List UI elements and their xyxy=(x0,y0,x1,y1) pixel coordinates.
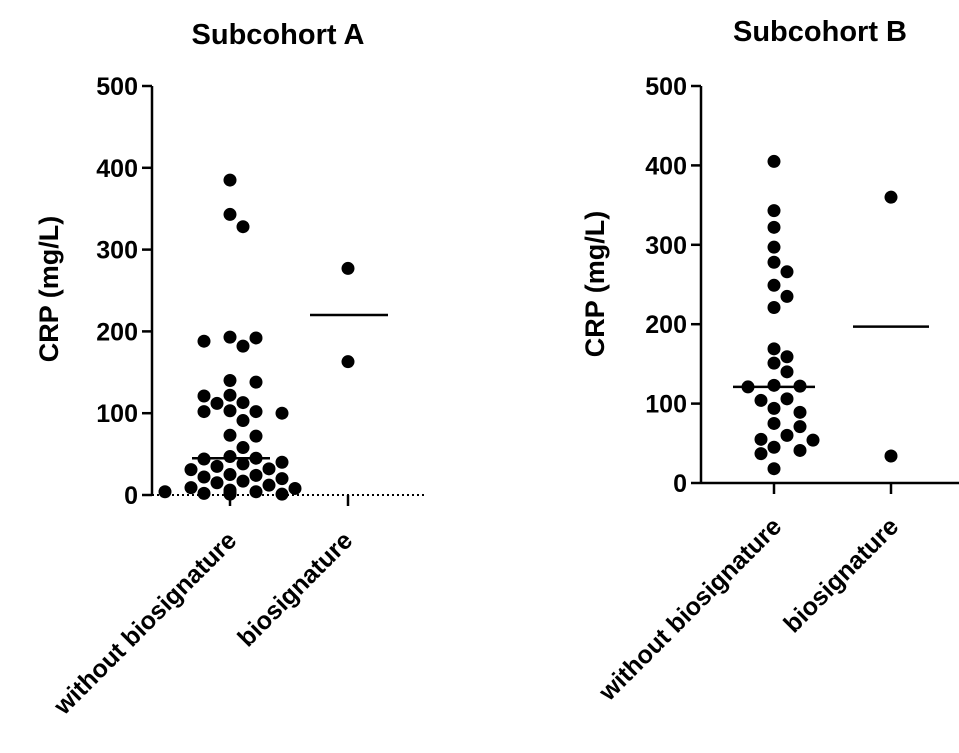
data-point xyxy=(767,440,781,454)
data-point xyxy=(210,476,224,490)
data-point xyxy=(223,388,237,402)
data-point xyxy=(249,331,263,345)
y-tick-label: 500 xyxy=(96,73,138,101)
data-point xyxy=(780,289,794,303)
data-point xyxy=(341,261,355,275)
data-point xyxy=(767,378,781,392)
data-point xyxy=(754,447,768,461)
y-tick-label: 100 xyxy=(645,391,687,419)
data-point xyxy=(780,265,794,279)
category-label: biosignature xyxy=(778,512,904,638)
data-point xyxy=(197,486,211,500)
data-point xyxy=(767,462,781,476)
data-point xyxy=(780,428,794,442)
data-point xyxy=(223,428,237,442)
data-point xyxy=(223,487,237,501)
data-point xyxy=(236,441,250,455)
data-point xyxy=(780,350,794,364)
data-point xyxy=(236,339,250,353)
y-tick-label: 200 xyxy=(96,318,138,346)
data-point xyxy=(754,393,768,407)
data-point xyxy=(223,468,237,482)
data-point xyxy=(223,173,237,187)
data-point xyxy=(767,240,781,254)
data-point xyxy=(249,405,263,419)
data-point xyxy=(158,485,172,499)
data-point xyxy=(223,330,237,344)
data-point xyxy=(210,396,224,410)
data-point xyxy=(341,355,355,369)
panel-subcohort-b: Subcohort B CRP (mg/L) without biosignat… xyxy=(580,16,959,707)
data-point xyxy=(806,433,820,447)
category-label: without biosignature xyxy=(48,526,242,720)
y-tick-label: 100 xyxy=(96,400,138,428)
data-point xyxy=(793,405,807,419)
y-tick-label: 200 xyxy=(645,311,687,339)
category-label: without biosignature xyxy=(593,512,787,706)
data-point xyxy=(223,207,237,221)
data-point xyxy=(884,449,898,463)
data-point xyxy=(275,455,289,469)
y-tick-label: 0 xyxy=(124,482,138,510)
data-point xyxy=(275,472,289,486)
category-label: biosignature xyxy=(232,526,358,652)
data-point xyxy=(223,450,237,464)
data-point xyxy=(249,485,263,499)
data-point xyxy=(262,478,276,492)
data-point xyxy=(184,463,198,477)
data-point xyxy=(236,474,250,488)
data-point xyxy=(223,373,237,387)
data-point xyxy=(275,487,289,501)
data-point xyxy=(767,416,781,430)
y-tick-label: 400 xyxy=(645,152,687,180)
data-point xyxy=(197,405,211,419)
data-point xyxy=(210,459,224,473)
data-point xyxy=(288,481,302,495)
data-point xyxy=(236,457,250,471)
data-point xyxy=(884,190,898,204)
data-point xyxy=(197,470,211,484)
plot-area: 0 100 200 300 400 500 xyxy=(645,73,959,498)
data-point xyxy=(223,404,237,418)
data-point xyxy=(236,414,250,428)
data-point xyxy=(793,443,807,457)
data-point xyxy=(767,401,781,415)
y-tick-label: 300 xyxy=(96,237,138,265)
y-tick-label: 500 xyxy=(645,73,687,101)
data-point xyxy=(275,406,289,420)
data-point xyxy=(767,154,781,168)
data-point xyxy=(767,255,781,269)
data-point xyxy=(767,278,781,292)
data-point xyxy=(249,468,263,482)
plot-area: 0 100 200 300 400 500 xyxy=(96,73,427,510)
y-tick-label: 300 xyxy=(645,232,687,260)
data-point xyxy=(249,429,263,443)
data-point xyxy=(236,396,250,410)
data-point xyxy=(754,432,768,446)
chart-title: Subcohort A xyxy=(192,19,365,51)
data-point xyxy=(780,365,794,379)
data-point xyxy=(236,220,250,234)
y-tick-label: 0 xyxy=(673,470,687,498)
data-point xyxy=(184,481,198,495)
y-axis-label: CRP (mg/L) xyxy=(34,216,64,363)
data-point xyxy=(262,462,276,476)
data-point xyxy=(767,342,781,356)
data-point xyxy=(767,204,781,218)
data-point xyxy=(249,375,263,389)
panel-subcohort-a: Subcohort A CRP (mg/L) without biosignat… xyxy=(34,19,427,721)
y-tick-label: 400 xyxy=(96,155,138,183)
data-point xyxy=(767,220,781,234)
chart-title: Subcohort B xyxy=(733,16,907,48)
data-point xyxy=(767,356,781,370)
data-point xyxy=(767,301,781,315)
data-point xyxy=(197,389,211,403)
data-point xyxy=(197,334,211,348)
data-point xyxy=(793,420,807,434)
y-axis-label: CRP (mg/L) xyxy=(580,211,610,358)
data-point xyxy=(780,392,794,406)
